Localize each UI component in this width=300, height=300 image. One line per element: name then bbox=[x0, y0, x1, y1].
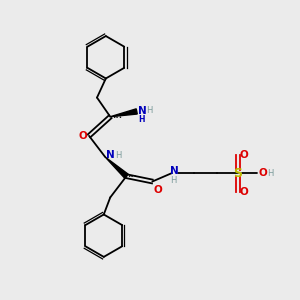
Text: •••: ••• bbox=[127, 174, 137, 179]
Polygon shape bbox=[105, 157, 128, 178]
Text: H: H bbox=[267, 169, 273, 178]
Text: N: N bbox=[106, 150, 115, 160]
Text: O: O bbox=[240, 150, 249, 160]
Polygon shape bbox=[110, 109, 137, 117]
Text: O: O bbox=[154, 185, 162, 195]
Text: H: H bbox=[115, 151, 122, 160]
Text: H: H bbox=[146, 106, 153, 115]
Text: O: O bbox=[78, 131, 87, 141]
Text: N: N bbox=[170, 166, 179, 176]
Text: S: S bbox=[233, 167, 242, 180]
Text: N: N bbox=[138, 106, 147, 116]
Text: O: O bbox=[240, 187, 249, 196]
Text: H: H bbox=[138, 115, 144, 124]
Text: O: O bbox=[259, 168, 267, 178]
Text: H: H bbox=[170, 176, 177, 185]
Text: •••: ••• bbox=[112, 116, 122, 120]
